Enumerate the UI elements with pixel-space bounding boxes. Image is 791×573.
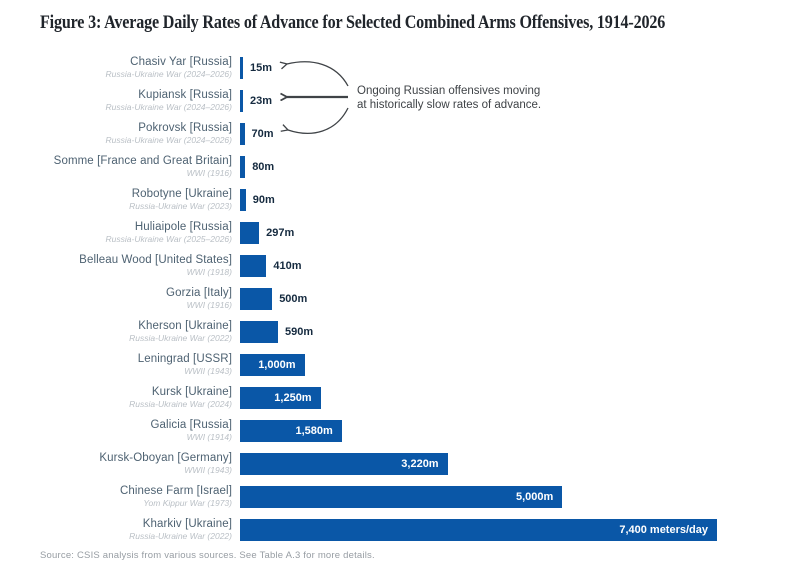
value-label-outside: 297m	[266, 226, 295, 239]
category-label: Kursk [Ukraine]	[151, 386, 232, 398]
value-label-outside: 80m	[252, 160, 275, 173]
annotation-line-1: Ongoing Russian offensives moving	[357, 85, 541, 97]
category-label: Leningrad [USSR]	[137, 353, 232, 365]
value-label-inside: 7,400 meters/day	[619, 523, 708, 536]
bar	[240, 89, 243, 112]
annotation-text: Ongoing Russian offensives moving at his…	[357, 84, 541, 113]
chart-row: Chasiv Yar [Russia] Russia-Ukraine War (…	[40, 51, 751, 84]
value-label-outside: 70m	[251, 127, 274, 140]
value-label-outside: 590m	[285, 325, 314, 338]
category-label: Kherson [Ukraine]	[138, 320, 232, 332]
value-label-outside: 23m	[250, 94, 273, 107]
chart-row: Somme [France and Great Britain] WWI (19…	[40, 150, 751, 183]
figure-title: Figure 3: Average Daily Rates of Advance…	[40, 13, 666, 33]
value-label-outside: 410m	[273, 259, 302, 272]
category-label: Kupiansk [Russia]	[138, 89, 232, 101]
category-label: Somme [France and Great Britain]	[53, 155, 232, 167]
bar: 7,400 meters/day	[240, 518, 717, 541]
category-sublabel: WWI (1914)	[186, 431, 232, 442]
category-label: Pokrovsk [Russia]	[138, 122, 232, 134]
bar: 3,220m	[240, 452, 448, 475]
value-label-inside: 3,220m	[401, 457, 439, 470]
chart-row: Galicia [Russia] WWI (1914) 1,580m	[40, 414, 751, 447]
category-sublabel: WWI (1916)	[186, 167, 232, 178]
chart-row: Kharkiv [Ukraine] Russia-Ukraine War (20…	[40, 513, 751, 546]
bar	[240, 254, 267, 277]
bar	[240, 56, 243, 79]
chart-row: Robotyne [Ukraine] Russia-Ukraine War (2…	[40, 183, 751, 216]
category-sublabel: Russia-Ukraine War (2022)	[129, 530, 232, 541]
category-label: Huliaipole [Russia]	[134, 221, 232, 233]
category-label: Kursk-Oboyan [Germany]	[99, 452, 232, 464]
category-sublabel: WWI (1916)	[186, 299, 232, 310]
chart-row: Pokrovsk [Russia] Russia-Ukraine War (20…	[40, 117, 751, 150]
category-label: Belleau Wood [United States]	[79, 254, 232, 266]
category-label: Chinese Farm [Israel]	[119, 485, 232, 497]
chart-row: Kursk [Ukraine] Russia-Ukraine War (2024…	[40, 381, 751, 414]
bar	[240, 221, 260, 244]
bar-chart: Chasiv Yar [Russia] Russia-Ukraine War (…	[40, 51, 751, 546]
value-label-outside: 15m	[250, 61, 273, 74]
source-note: Source: CSIS analysis from various sourc…	[40, 550, 375, 561]
value-label-inside: 1,580m	[295, 424, 333, 437]
chart-row: Kherson [Ukraine] Russia-Ukraine War (20…	[40, 315, 751, 348]
value-label-inside: 1,000m	[258, 358, 296, 371]
annotation-line-2: at historically slow rates of advance.	[357, 99, 542, 112]
category-sublabel: Russia-Ukraine War (2024)	[129, 398, 232, 409]
bar	[240, 122, 245, 145]
chart-row: Leningrad [USSR] WWII (1943) 1,000m	[40, 348, 751, 381]
category-label: Robotyne [Ukraine]	[131, 188, 232, 200]
category-sublabel: Russia-Ukraine War (2025–2026)	[105, 233, 232, 244]
category-sublabel: WWI (1918)	[186, 266, 232, 277]
bar: 5,000m	[240, 485, 563, 508]
category-label: Gorzia [Italy]	[166, 287, 232, 299]
chart-row: Huliaipole [Russia] Russia-Ukraine War (…	[40, 216, 751, 249]
category-label: Kharkiv [Ukraine]	[142, 518, 232, 530]
chart-row: Chinese Farm [Israel] Yom Kippur War (19…	[40, 480, 751, 513]
chart-row: Kupiansk [Russia] Russia-Ukraine War (20…	[40, 84, 751, 117]
bar	[240, 287, 273, 310]
value-label-inside: 5,000m	[515, 490, 554, 503]
arrow-to-pokrovsk	[288, 107, 349, 134]
bar	[240, 188, 246, 211]
category-sublabel: Russia-Ukraine War (2022)	[129, 332, 232, 343]
category-sublabel: Yom Kippur War (1973)	[143, 497, 232, 508]
bar: 1,580m	[240, 419, 342, 442]
value-label-outside: 500m	[279, 292, 308, 305]
category-sublabel: WWII (1943)	[184, 365, 232, 376]
chart-row: Kursk-Oboyan [Germany] WWII (1943) 3,220…	[40, 447, 751, 480]
category-label: Chasiv Yar [Russia]	[130, 56, 232, 68]
category-label: Galicia [Russia]	[150, 419, 232, 431]
chart-row: Belleau Wood [United States] WWI (1918) …	[40, 249, 751, 282]
value-label-outside: 90m	[252, 193, 275, 206]
bar: 1,000m	[240, 353, 305, 376]
annotation-arrows	[278, 61, 349, 134]
category-sublabel: Russia-Ukraine War (2024–2026)	[105, 68, 232, 79]
category-sublabel: Russia-Ukraine War (2024–2026)	[105, 134, 232, 145]
chart-row: Gorzia [Italy] WWI (1916) 500m	[40, 282, 751, 315]
category-sublabel: Russia-Ukraine War (2023)	[129, 200, 232, 211]
arrow-to-chasiv-yar	[287, 61, 349, 87]
category-sublabel: WWII (1943)	[184, 464, 232, 475]
bar: 1,250m	[240, 386, 321, 409]
category-sublabel: Russia-Ukraine War (2024–2026)	[105, 101, 232, 112]
value-label-inside: 1,250m	[274, 391, 312, 404]
bar	[240, 320, 278, 343]
bar	[240, 155, 246, 178]
